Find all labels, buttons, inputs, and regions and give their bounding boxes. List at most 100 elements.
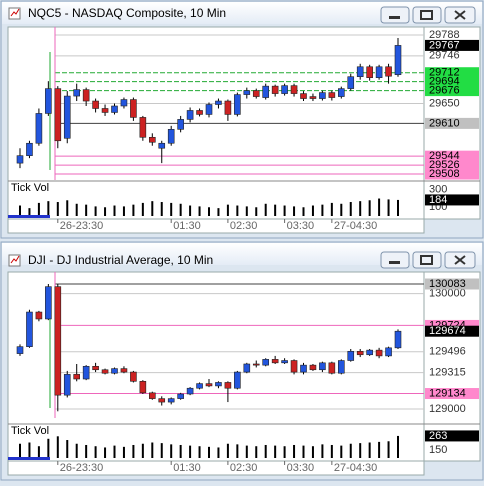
volume-bar [151,442,154,458]
candle-body [215,100,222,105]
volume-bar [397,199,399,216]
candle-body [101,108,109,113]
candle-body [139,380,147,394]
volume-bar [378,198,381,216]
candle-body [26,311,33,347]
candle-body [394,330,402,349]
candle-body [375,349,383,357]
volume-bar [56,436,59,458]
candle-body [234,371,241,389]
candle-body [149,136,156,143]
candle-body [281,85,288,94]
candle-body [167,129,175,144]
candle-body [366,66,373,78]
volume-indicator [8,457,50,460]
volume-bar [104,207,107,216]
time-scale [7,460,425,476]
candle-body [35,311,43,320]
candle-body [243,90,251,95]
volume-bar [85,204,88,216]
volume-bar [264,203,267,216]
minimize-glyph [389,16,400,19]
candle-body [328,92,336,98]
volume-bar [208,446,210,458]
candle-body [158,398,166,403]
price-scale [423,271,481,462]
x-tick-label: 27-04:30 [334,462,377,474]
volume-bar [94,206,97,216]
level-box [425,278,479,290]
volume-bar [283,205,286,216]
volume-bar [226,443,229,458]
level-box [425,388,479,400]
volume-bar [283,446,286,458]
x-tick-label: 03:30 [287,220,315,232]
candle-body [35,113,43,144]
minimize-button[interactable] [380,6,410,24]
level-label: 29526 [429,159,460,171]
volume-bar [104,447,107,458]
volume-bar [217,447,220,458]
minimize-button[interactable] [380,251,410,269]
y-tick-label: 129496 [429,346,466,358]
y-tick-label: 129315 [429,367,466,379]
candle-body [262,359,270,366]
volume-bar [274,445,277,458]
candle-body [366,349,373,356]
candle-body [300,364,307,373]
volume-bar [255,446,258,458]
candle-body [356,350,364,356]
volume-bar [94,446,97,458]
volume-bar [208,207,210,216]
candle-body [394,45,402,76]
level-box [425,117,479,129]
window-buttons[interactable] [380,251,476,269]
volume-bar [141,202,144,216]
volume-bar [387,199,390,216]
y-tick-label: 29746 [429,50,460,62]
candle-body [139,117,147,138]
x-tick-label: 03:30 [287,462,315,474]
y-tick-label: 129000 [429,403,466,415]
restore-button[interactable] [412,251,442,269]
candle-body [281,360,288,364]
candle-body [186,387,194,395]
volume-bar [19,205,21,216]
level-label: 130083 [429,278,466,290]
level-box [425,168,479,180]
volume-bar [75,203,78,216]
window-buttons[interactable] [380,6,476,24]
volume-bar [302,445,305,458]
chart-area [7,271,425,462]
candle-body [73,89,80,97]
volume-bar [397,435,399,458]
volume-bar [302,207,305,216]
volume-bar [340,445,343,458]
y-tick-label: 130000 [429,287,466,299]
restore-glyph [420,10,433,20]
candle-body [196,110,203,115]
volume-bar [132,444,135,458]
volume-bar [321,204,324,216]
candle-body [45,88,52,114]
level-label: 29610 [429,117,460,129]
restore-glyph [420,255,433,265]
volume-bar [37,202,40,216]
level-label: 29676 [429,85,460,97]
candle-body [177,393,184,399]
level-label: 29544 [429,150,460,162]
level-label: 129134 [429,387,466,399]
level-box [425,150,479,162]
y-tick-label: 29788 [429,29,460,41]
candle-body [130,99,137,118]
volume-bar [170,202,173,216]
candle-body [120,99,128,107]
candle-body [319,362,326,371]
level-label: 29508 [429,168,460,180]
last-volume-box [425,430,479,442]
restore-button[interactable] [412,6,442,24]
candle-body [167,398,175,403]
candle-body [290,85,298,94]
volume-bar [198,206,201,216]
